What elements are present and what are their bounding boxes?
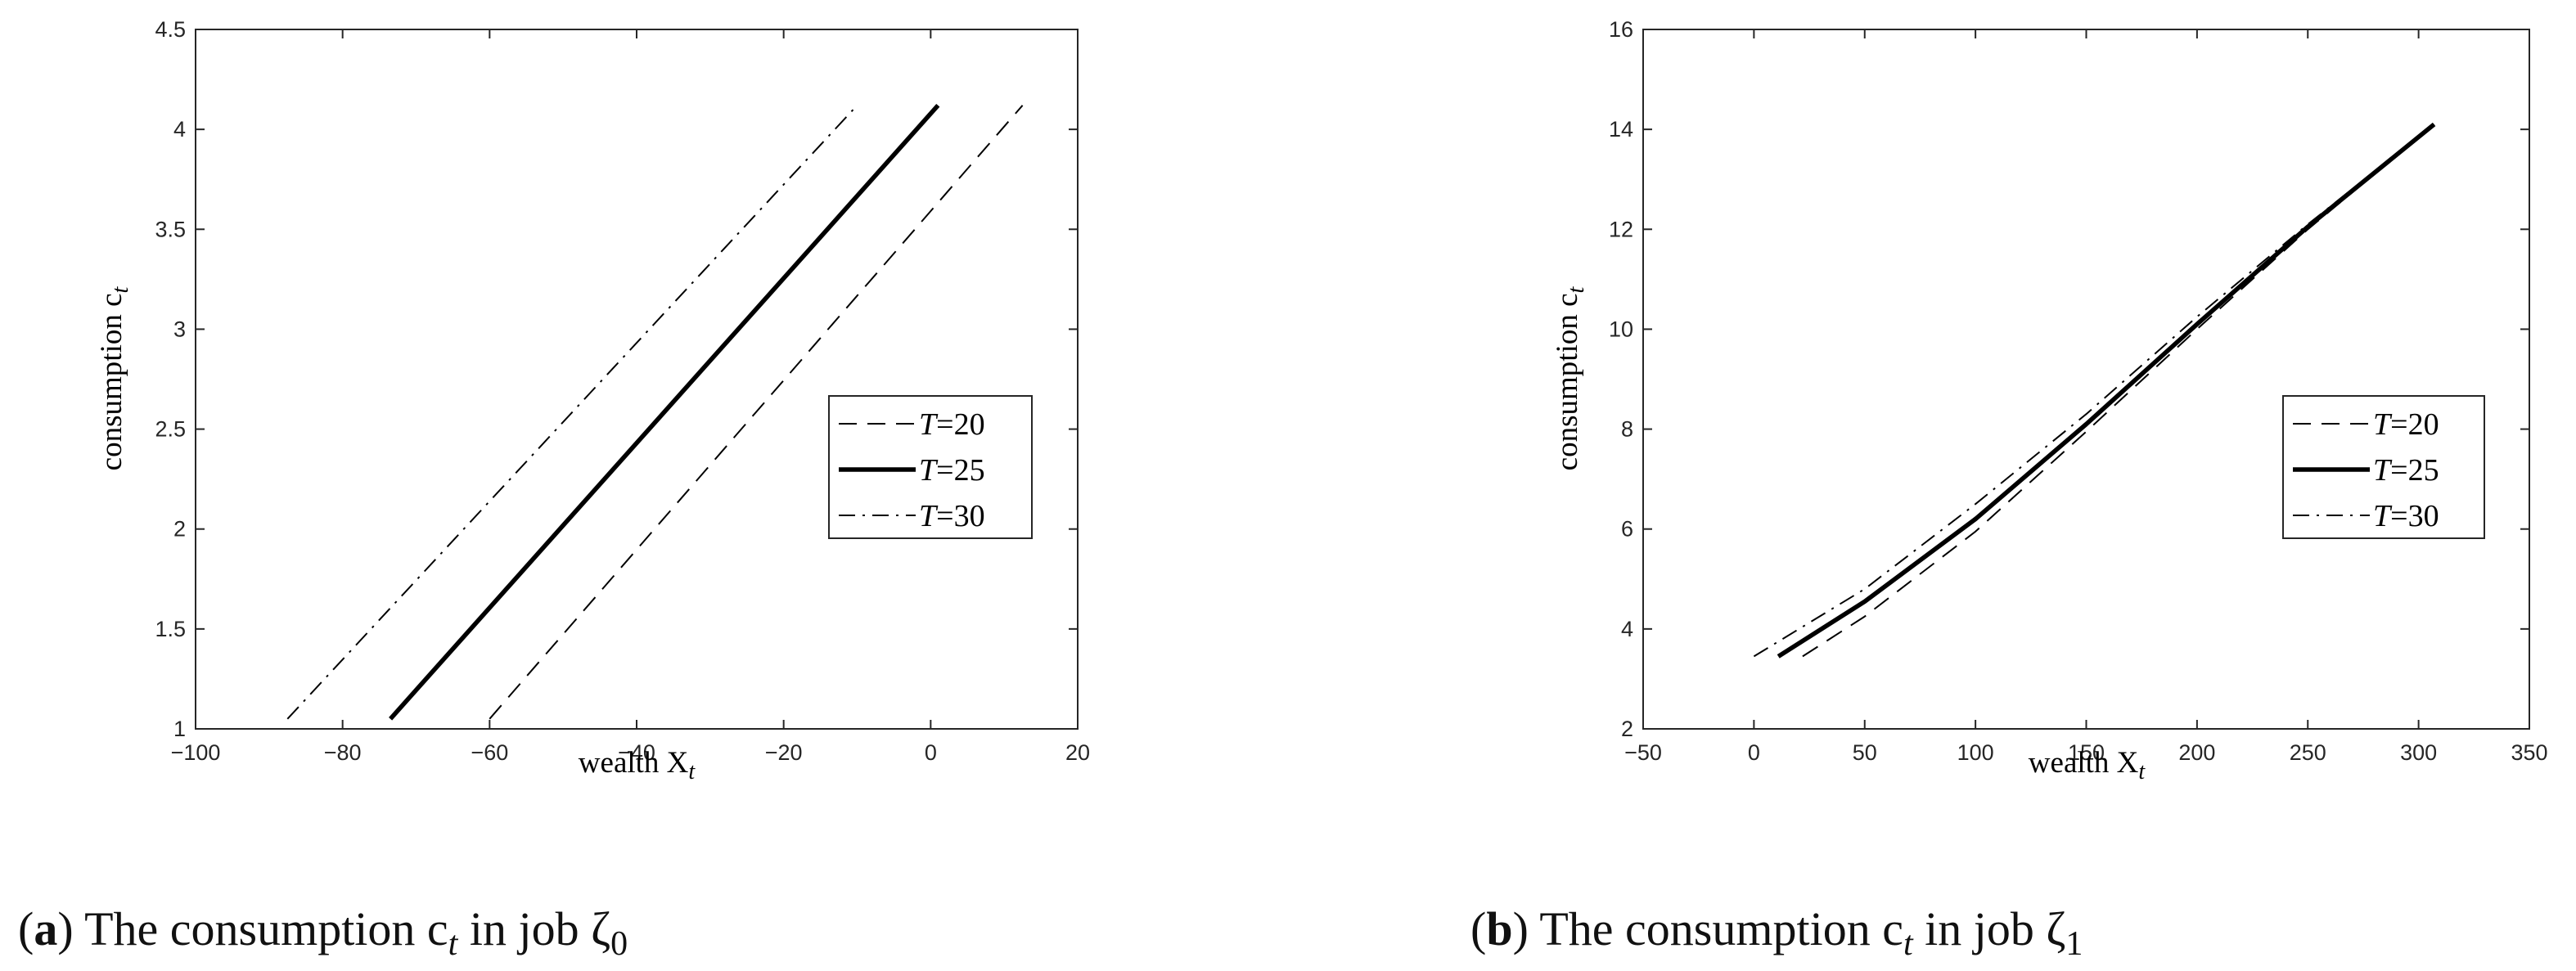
- y-tick-label-a: 3: [173, 317, 186, 341]
- y-tick-label-a: 2: [173, 517, 186, 542]
- ticks-a: −100 −80 −60 −40 −20 0 20 1 1.5 2 2.5 3 3.5 4 4.5: [155, 17, 1090, 765]
- y-tick-label-b: 12: [1609, 217, 1633, 241]
- x-tick-label-b: 100: [1957, 740, 1994, 765]
- y-axis-label-a: consumption ct: [95, 285, 133, 470]
- y-tick-label-a: 1: [173, 717, 186, 741]
- x-tick-label-b: 150: [2068, 740, 2105, 765]
- x-tick-label-b: 300: [2400, 740, 2437, 765]
- x-tick-label-a: −40: [618, 740, 655, 765]
- x-tick-label-b: 250: [2290, 740, 2326, 765]
- x-tick-label-b: 50: [1853, 740, 1877, 765]
- legend-a: T=20 T=25 T=30: [828, 395, 1033, 539]
- y-tick-label-a: 4: [173, 117, 186, 142]
- legend-entry-a: T=20: [919, 407, 985, 442]
- y-tick-label-b: 16: [1609, 17, 1633, 42]
- panel-a: −100 −80 −60 −40 −20 0 20 1 1.5 2 2.5 3 3.5 4 4.5 weal…: [18, 17, 1090, 963]
- x-tick-label-b: 0: [1748, 740, 1760, 765]
- x-tick-label-b: 200: [2178, 740, 2215, 765]
- x-tick-label-a: −100: [171, 740, 221, 765]
- axes-frame-b: [1642, 29, 2530, 730]
- series-b: [1753, 122, 2436, 659]
- x-tick-label-a: −60: [471, 740, 508, 765]
- y-tick-label-b: 8: [1621, 417, 1633, 442]
- x-axis-label-a: wealth Xt: [579, 746, 696, 784]
- series-line-solid-b: [1777, 122, 2436, 659]
- x-axis-label-b: wealth Xt: [2029, 746, 2146, 784]
- series-line-dashdot-b: [1753, 124, 2435, 658]
- y-tick-label-b: 4: [1621, 617, 1633, 641]
- y-tick-label-b: 10: [1609, 317, 1633, 341]
- y-tick-label-a: 3.5: [155, 217, 186, 241]
- legend-entry-b: T=30: [2373, 499, 2439, 533]
- y-tick-label-b: 6: [1621, 517, 1633, 542]
- ticks-b: −50 0 50 100 150 200 250 300 350 2 4 6 8 10 12 14 16: [1609, 17, 2548, 765]
- y-tick-label-b: 2: [1621, 717, 1633, 741]
- series-line-dashed-a: [489, 105, 1024, 720]
- x-tick-label-a: −80: [324, 740, 362, 765]
- y-tick-label-a: 4.5: [155, 17, 186, 42]
- axes-frame-a: [195, 29, 1079, 730]
- y-axis-label-b: consumption ct: [1551, 285, 1589, 470]
- series-line-dashdot-a: [286, 105, 858, 720]
- x-tick-label-b: −50: [1624, 740, 1662, 765]
- x-tick-label-b: 350: [2511, 740, 2547, 765]
- legend-entry-a: T=30: [919, 499, 985, 533]
- legend-entry-b: T=20: [2373, 407, 2439, 442]
- series-a: [286, 103, 1024, 721]
- x-tick-label-a: 20: [1065, 740, 1090, 765]
- legend-entry-a: T=25: [919, 453, 985, 488]
- caption-b: (b) The consumption ct in job ζ1: [1470, 902, 2083, 963]
- y-tick-label-a: 2.5: [155, 417, 186, 442]
- y-tick-label-b: 14: [1609, 117, 1633, 142]
- legend-entry-b: T=25: [2373, 453, 2439, 488]
- caption-a: (a) The consumption ct in job ζ0: [18, 902, 628, 963]
- x-tick-label-a: 0: [925, 740, 937, 765]
- y-tick-label-a: 1.5: [155, 617, 186, 641]
- legend-b: T=20 T=25 T=30: [2282, 395, 2485, 539]
- x-tick-label-a: −20: [765, 740, 803, 765]
- series-line-solid-a: [389, 103, 940, 721]
- panel-b: −50 0 50 100 150 200 250 300 350 2 4 6 8 10 12 14 16 wea…: [1470, 17, 2548, 963]
